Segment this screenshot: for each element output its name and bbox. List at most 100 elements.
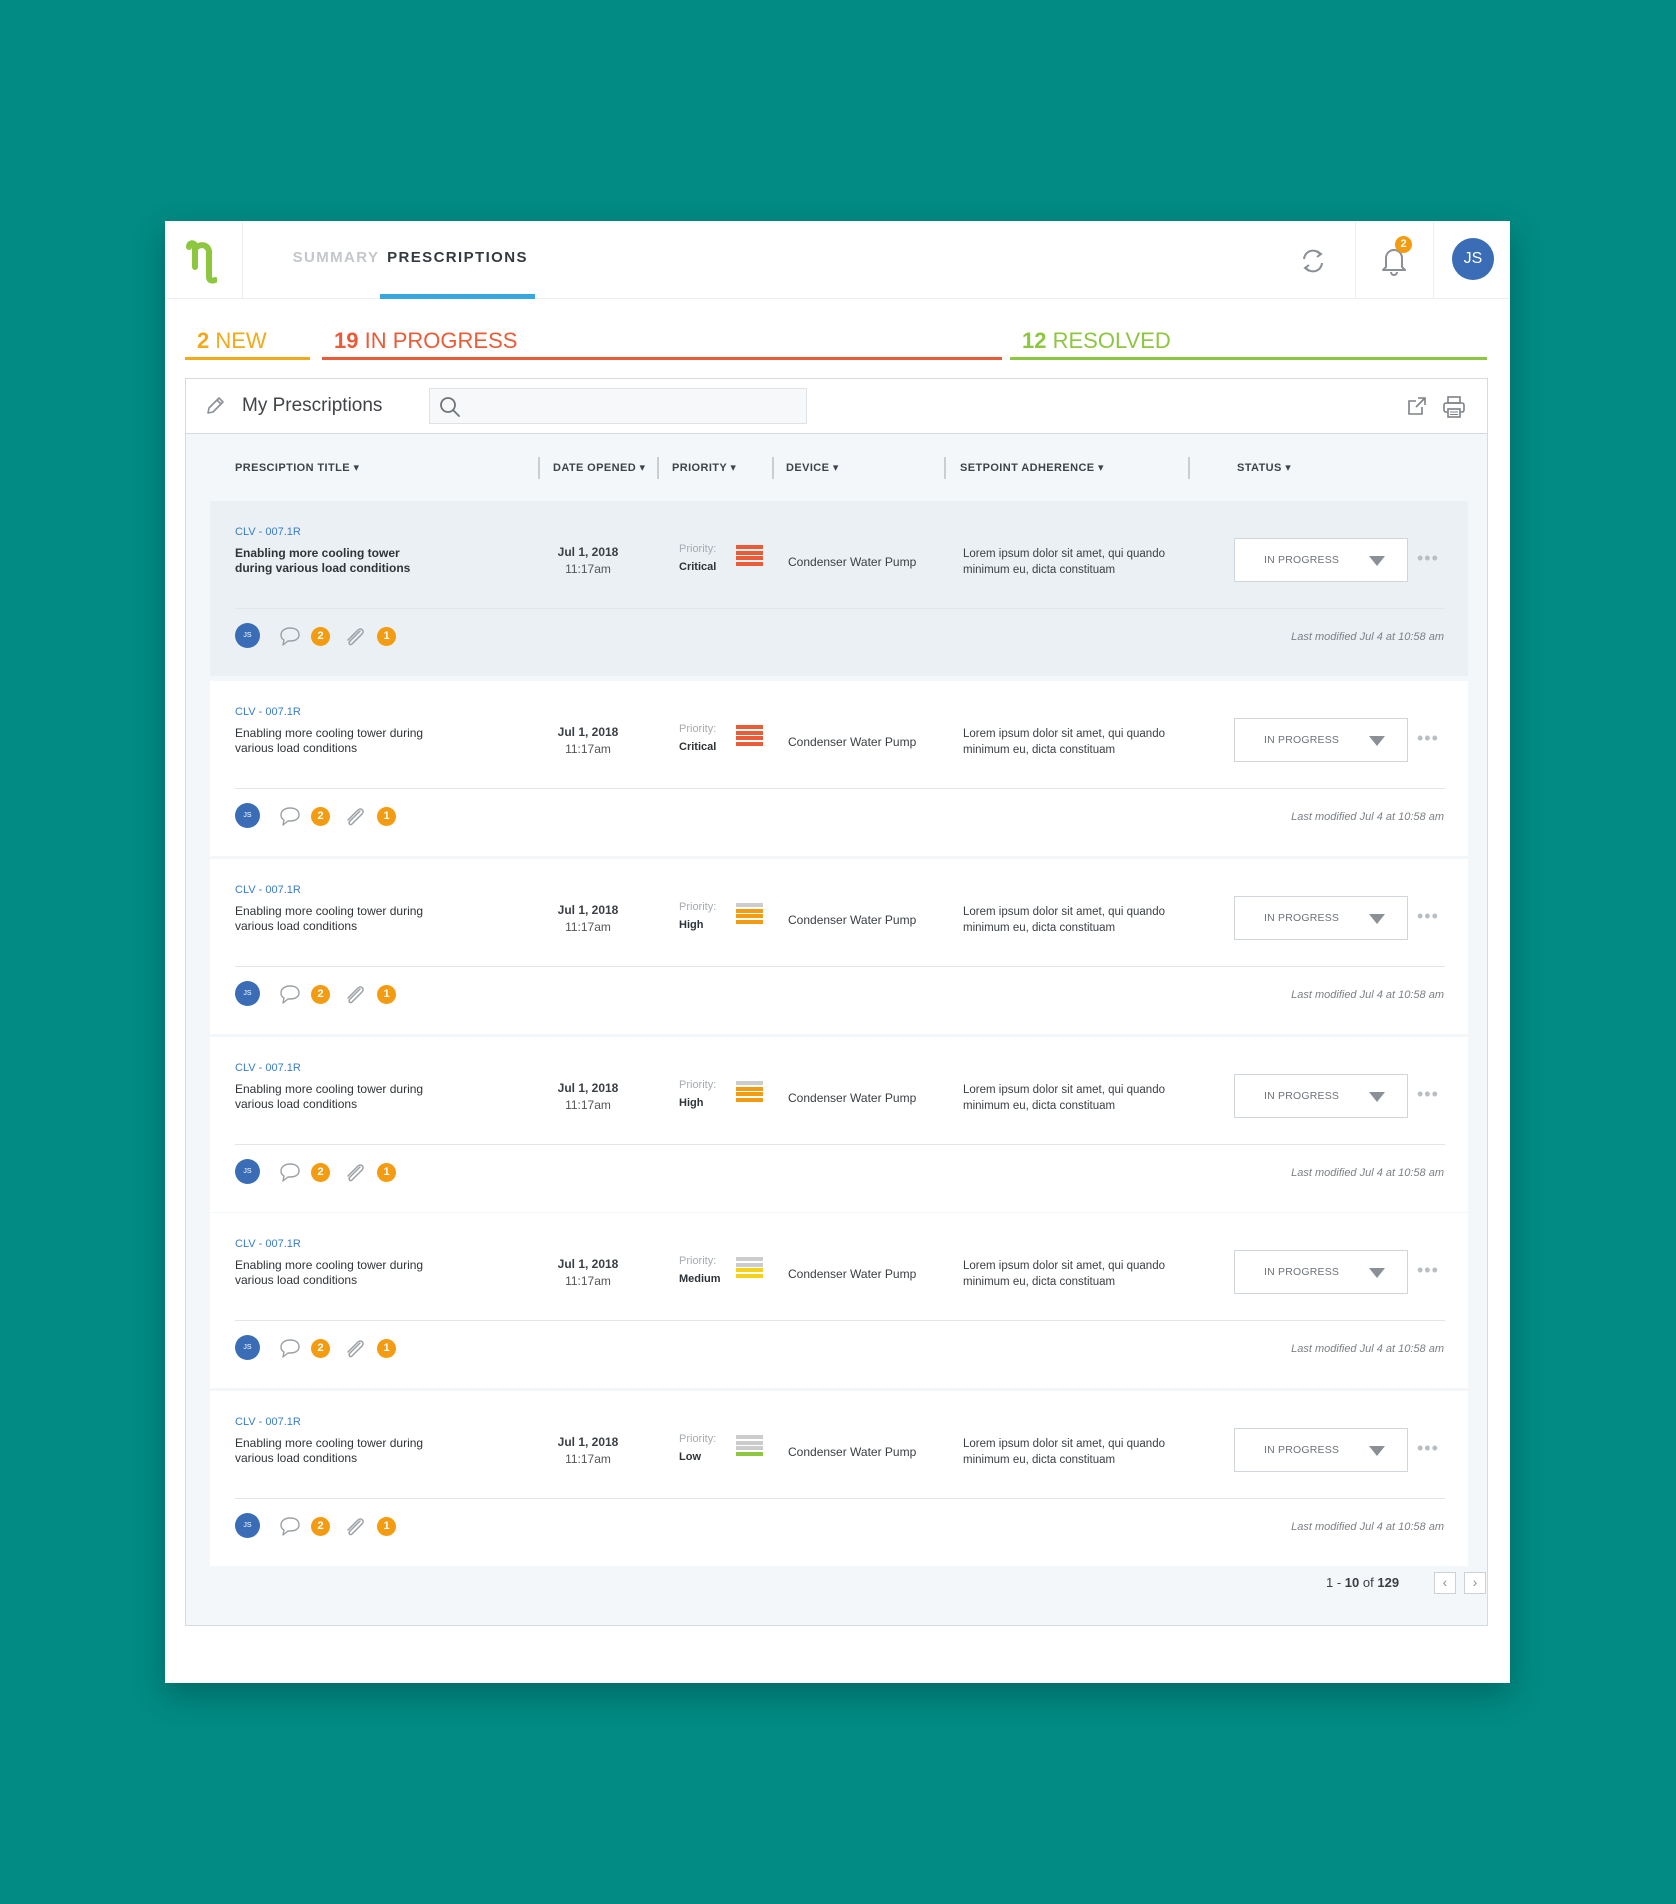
prescription-id[interactable]: CLV - 007.1R [235,1062,301,1074]
last-modified: Last modified Jul 4 at 10:58 am [1291,989,1444,1001]
status-dropdown[interactable]: IN PROGRESS [1234,1428,1408,1472]
search-field[interactable] [429,388,807,424]
column-header-title[interactable]: PRESCIPTION TITLE ▾ [235,462,360,474]
avatar[interactable]: JS [1452,238,1494,280]
column-divider [657,457,659,479]
column-header-status[interactable]: STATUS ▾ [1237,462,1292,474]
attachment-icon[interactable] [342,1337,368,1361]
attachment-icon[interactable] [342,1515,368,1539]
priority-value: Low [679,1451,701,1463]
prescription-row[interactable]: CLV - 007.1R Enabling more cooling tower… [210,501,1468,676]
dropdown-caret-icon [1369,556,1385,566]
app-logo[interactable] [165,221,243,299]
attachment-icon[interactable] [342,625,368,649]
more-options-icon[interactable]: ••• [1417,728,1439,748]
prescription-id[interactable]: CLV - 007.1R [235,706,301,718]
refresh-icon[interactable] [1298,246,1328,276]
priority-bar [736,556,763,560]
attachment-count-badge: 1 [377,1517,396,1536]
comment-icon[interactable] [278,1161,302,1183]
priority-level-indicator [736,725,763,747]
prescription-row[interactable]: CLV - 007.1R Enabling more cooling tower… [210,1037,1468,1212]
assignee-avatar[interactable]: JS [235,1159,260,1184]
prescription-id[interactable]: CLV - 007.1R [235,884,301,896]
prescription-id[interactable]: CLV - 007.1R [235,1238,301,1250]
next-page-button[interactable]: › [1464,1572,1486,1594]
prescription-row[interactable]: CLV - 007.1R Enabling more cooling tower… [210,1213,1468,1388]
tab-summary[interactable]: SUMMARY [292,249,380,266]
resolved-count: 12 [1022,328,1047,353]
prescription-title[interactable]: Enabling more cooling tower during vario… [235,546,411,575]
prescription-id[interactable]: CLV - 007.1R [235,1416,301,1428]
attachment-count-badge: 1 [377,1339,396,1358]
priority-level-indicator [736,1081,763,1103]
assignee-avatar[interactable]: JS [235,1513,260,1538]
assignee-avatar[interactable]: JS [235,623,260,648]
external-link-icon[interactable] [1406,395,1428,417]
more-options-icon[interactable]: ••• [1417,1438,1439,1458]
status-dropdown[interactable]: IN PROGRESS [1234,1074,1408,1118]
column-header-date[interactable]: DATE OPENED ▾ [553,462,646,474]
priority-bar [736,1262,763,1267]
priority-bar [736,1097,763,1102]
status-dropdown[interactable]: IN PROGRESS [1234,896,1408,940]
date-opened: Jul 1, 2018 11:17am [548,544,628,578]
status-tab-in-progress[interactable]: 19 IN PROGRESS [322,326,1002,360]
status-tab-resolved[interactable]: 12 RESOLVED [1010,326,1487,360]
column-header-priority[interactable]: PRIORITY ▾ [672,462,737,474]
assignee-avatar[interactable]: JS [235,981,260,1006]
column-header-device[interactable]: DEVICE ▾ [786,462,839,474]
more-options-icon[interactable]: ••• [1417,548,1439,568]
user-menu[interactable]: JS [1433,221,1510,299]
status-dropdown[interactable]: IN PROGRESS [1234,1250,1408,1294]
more-options-icon[interactable]: ••• [1417,906,1439,926]
priority-bar [736,1273,763,1278]
comment-icon[interactable] [278,1515,302,1537]
comment-icon[interactable] [278,805,302,827]
prescription-title[interactable]: Enabling more cooling tower during vario… [235,726,424,755]
more-options-icon[interactable]: ••• [1417,1084,1439,1104]
pencil-icon[interactable] [204,395,226,417]
attachment-icon[interactable] [342,1161,368,1185]
status-tab-new[interactable]: 2 NEW [185,326,310,360]
prescription-title[interactable]: Enabling more cooling tower during vario… [235,904,424,933]
priority-bar [736,919,763,924]
status-dropdown[interactable]: IN PROGRESS [1234,538,1408,582]
date-value: Jul 1, 2018 [557,1257,619,1271]
time-value: 11:17am [565,562,611,576]
attachment-icon[interactable] [342,983,368,1007]
prescription-title[interactable]: Enabling more cooling tower during vario… [235,1436,424,1465]
prescription-title[interactable]: Enabling more cooling tower during vario… [235,1082,424,1111]
more-options-icon[interactable]: ••• [1417,1260,1439,1280]
in-progress-count: 19 [334,328,359,353]
assignee-avatar[interactable]: JS [235,1335,260,1360]
column-header-setpoint[interactable]: SETPOINT ADHERENCE ▾ [960,462,1104,474]
chevron-left-icon: ‹ [1442,1574,1448,1590]
search-input[interactable] [470,394,800,418]
comment-icon[interactable] [278,1337,302,1359]
prescription-id[interactable]: CLV - 007.1R [235,526,301,538]
prescription-row[interactable]: CLV - 007.1R Enabling more cooling tower… [210,681,1468,856]
comment-icon[interactable] [278,983,302,1005]
notifications-button[interactable]: 2 [1355,221,1433,299]
print-icon[interactable] [1442,395,1466,419]
prescription-row[interactable]: CLV - 007.1R Enabling more cooling tower… [210,1391,1468,1566]
priority-label: Priority: [679,723,717,735]
dropdown-caret-icon [1369,736,1385,746]
priority-level-indicator [736,1435,763,1457]
status-dropdown[interactable]: IN PROGRESS [1234,718,1408,762]
assignee-avatar[interactable]: JS [235,803,260,828]
previous-page-button[interactable]: ‹ [1434,1572,1456,1594]
page-from: 1 [1326,1575,1334,1590]
prescription-title[interactable]: Enabling more cooling tower during vario… [235,1258,424,1287]
pagination-info: 1 - 10 of 129 [1326,1575,1400,1590]
device-name: Condenser Water Pump [788,1267,917,1281]
tab-prescriptions[interactable]: PRESCRIPTIONS [380,221,535,299]
prescription-row[interactable]: CLV - 007.1R Enabling more cooling tower… [210,859,1468,1034]
prescriptions-panel: My Prescriptions PRESCIPTION TITLE ▾ [185,378,1488,1626]
comment-icon[interactable] [278,625,302,647]
page-to: 10 [1344,1575,1360,1590]
attachment-icon[interactable] [342,805,368,829]
status-value: IN PROGRESS [1264,1444,1340,1456]
time-value: 11:17am [565,920,611,934]
